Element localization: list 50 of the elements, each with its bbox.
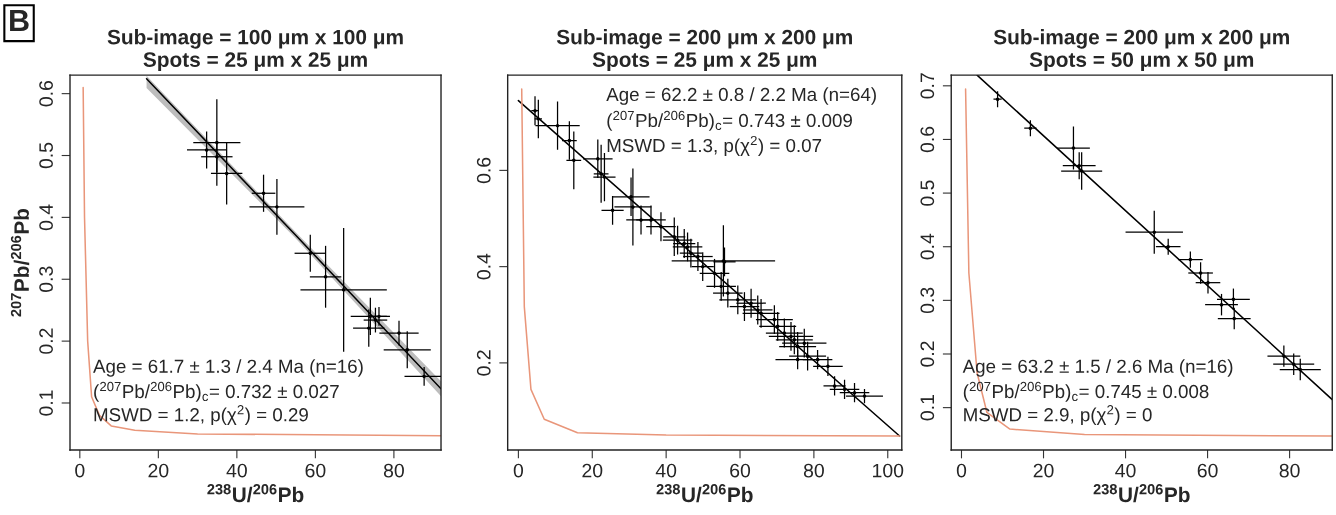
- y-tick-label: 0.5: [920, 180, 935, 206]
- y-tick-label: 0.2: [476, 350, 491, 376]
- chart-subtitle: Spots = 25 μm x 25 μm: [143, 52, 367, 72]
- annotation: ($^{207}$Pb/$^{206}$Pb)$_{c}$= 0.732 ± 0.027: [94, 381, 339, 402]
- chart-title: Sub-image = 200 μm x 200 μm: [556, 29, 852, 49]
- x-axis-title: $^{238}$U/$^{206}$Pb: [207, 484, 304, 503]
- x-tick-label: 60: [730, 463, 751, 478]
- x-tick-label: 100: [873, 463, 904, 478]
- x-tick-label: 0: [956, 463, 967, 478]
- x-tick-label: 60: [1197, 463, 1218, 478]
- y-tick-label: 0.3: [39, 266, 53, 293]
- chart-subtitle: Spots = 50 μm x 50 μm: [1029, 52, 1254, 72]
- x-tick-label: 20: [1033, 463, 1054, 478]
- y-axis-title: $^{207}$Pb/$^{206}$Pb: [10, 208, 30, 317]
- x-tick-label: 80: [803, 463, 824, 478]
- x-tick-label: 40: [1115, 463, 1136, 478]
- annotation: Age = 61.7 ± 1.3 / 2.4 Ma (n=16): [93, 359, 363, 377]
- y-tick-label: 0.4: [39, 204, 53, 231]
- chart-title: Sub-image = 200 μm x 200 μm: [993, 29, 1289, 49]
- y-tick-label: 0.4: [476, 253, 491, 280]
- y-tick-label: 0.5: [39, 142, 53, 169]
- x-tick-label: 0: [75, 463, 85, 478]
- text: B: [10, 10, 29, 32]
- y-tick-label: 0.1: [920, 395, 935, 421]
- x-tick-label: 80: [383, 463, 404, 478]
- annotation: MSWD = 1.3, p(χ$^{2}$) = 0.07: [607, 135, 822, 156]
- y-tick-label: 0.6: [476, 157, 491, 184]
- annotation: Age = 63.2 ± 1.5 / 2.6 Ma (n=16): [962, 359, 1233, 377]
- y-tick-label: 0.1: [39, 390, 53, 416]
- x-axis-title: $^{238}$U/$^{206}$Pb: [1093, 484, 1190, 503]
- x-tick-label: 80: [1279, 463, 1300, 478]
- y-tick-label: 0.2: [39, 328, 53, 354]
- x-tick-label: 60: [305, 463, 326, 478]
- annotation: ($^{207}$Pb/$^{206}$Pb)$_{c}$= 0.745 ± 0.008: [963, 381, 1209, 402]
- chart-subtitle: Spots = 25 μm x 25 μm: [592, 52, 817, 72]
- annotation: ($^{207}$Pb/$^{206}$Pb)$_{c}$= 0.743 ± 0.009: [607, 110, 852, 131]
- x-tick-label: 40: [655, 463, 677, 478]
- chart-title: Sub-image = 100 μm x 100 μm: [107, 29, 403, 49]
- annotation: Age = 62.2 ± 0.8 / 2.2 Ma (n=64): [606, 87, 876, 105]
- x-axis-title: $^{238}$U/$^{206}$Pb: [656, 484, 753, 503]
- y-tick-label: 0.2: [920, 341, 935, 367]
- y-tick-label: 0.7: [920, 73, 935, 99]
- y-tick-label: 0.3: [920, 287, 935, 314]
- x-tick-label: 40: [226, 463, 247, 478]
- y-tick-label: 0.6: [39, 80, 53, 107]
- y-tick-label: 0.6: [920, 126, 935, 153]
- x-tick-label: 20: [148, 463, 169, 478]
- x-tick-label: 0: [513, 463, 524, 478]
- y-tick-label: 0.4: [920, 233, 935, 260]
- x-tick-label: 20: [582, 463, 603, 478]
